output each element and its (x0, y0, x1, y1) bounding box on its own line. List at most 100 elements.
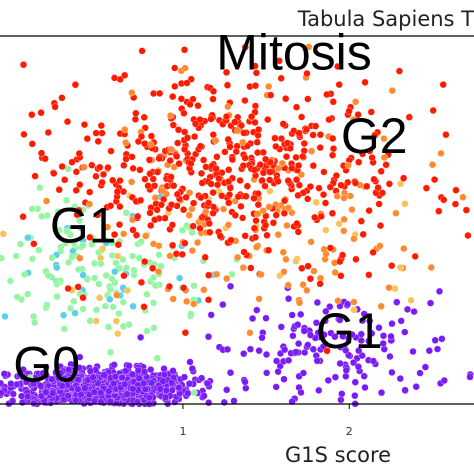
data-point (338, 390, 346, 398)
data-point (92, 129, 100, 137)
data-point (252, 243, 261, 251)
data-point (166, 252, 174, 260)
data-point (149, 273, 158, 281)
data-point (388, 368, 396, 376)
data-point (114, 252, 122, 260)
data-point (241, 232, 249, 240)
data-point (376, 242, 384, 250)
data-point (329, 98, 337, 106)
data-point (170, 182, 178, 190)
data-point (113, 188, 121, 196)
data-point (95, 280, 103, 288)
data-point (336, 316, 344, 324)
data-point (86, 188, 94, 196)
data-point (28, 140, 36, 148)
data-point (241, 43, 249, 51)
data-point (294, 191, 302, 199)
data-point (355, 158, 363, 166)
data-point (365, 271, 373, 279)
data-point (308, 147, 316, 155)
data-point (170, 163, 178, 171)
data-point (140, 303, 148, 311)
data-point (151, 194, 159, 202)
data-point (19, 61, 28, 69)
data-point (401, 200, 409, 208)
data-point (346, 192, 354, 200)
data-point (304, 195, 312, 203)
data-point (105, 387, 113, 395)
data-point (249, 314, 257, 323)
data-point (205, 399, 213, 407)
data-point (191, 133, 199, 141)
data-point (110, 231, 119, 239)
data-point (401, 328, 409, 336)
data-point (251, 82, 259, 90)
data-point (103, 223, 112, 231)
data-point (274, 177, 282, 185)
data-point (337, 396, 345, 404)
data-point (377, 389, 386, 397)
data-point (57, 369, 65, 377)
data-point (212, 165, 220, 173)
data-point (331, 373, 339, 381)
data-point (223, 81, 232, 89)
data-point (264, 116, 272, 124)
data-point (388, 320, 396, 328)
data-point (288, 398, 296, 406)
data-point (209, 203, 218, 211)
data-point (52, 277, 60, 285)
data-point (131, 115, 139, 123)
data-point (28, 255, 36, 263)
data-point (31, 318, 39, 327)
data-point (142, 232, 150, 240)
data-point (236, 176, 244, 185)
data-point (31, 172, 39, 180)
data-point (79, 305, 87, 313)
data-point (250, 194, 258, 202)
data-point (66, 304, 74, 312)
data-point (186, 100, 194, 108)
data-point (299, 369, 307, 377)
data-point (187, 310, 195, 318)
data-point (155, 251, 163, 259)
data-point (360, 372, 368, 380)
data-point (252, 69, 260, 77)
data-point (62, 196, 71, 204)
data-point (137, 278, 145, 286)
data-point (222, 113, 231, 121)
data-point (150, 324, 158, 332)
data-point (76, 181, 84, 189)
data-point (143, 290, 151, 298)
data-point (409, 347, 417, 356)
data-point (223, 345, 232, 353)
data-point (181, 239, 189, 247)
data-point (75, 149, 83, 158)
data-point (380, 153, 388, 162)
data-point (251, 233, 259, 241)
data-point (181, 64, 189, 72)
data-point (188, 247, 196, 255)
data-point (331, 333, 339, 341)
data-point (81, 384, 89, 392)
data-point (128, 178, 136, 186)
data-point (137, 333, 145, 341)
data-point (220, 398, 228, 406)
data-point (106, 397, 114, 406)
data-point (288, 164, 296, 172)
data-point (167, 173, 175, 181)
data-point (122, 139, 130, 147)
data-point (44, 271, 52, 280)
data-point (391, 285, 399, 293)
data-point (431, 176, 439, 184)
data-point (289, 332, 297, 340)
data-point (0, 254, 5, 262)
data-point (161, 214, 169, 222)
data-point (186, 358, 194, 366)
data-point (198, 179, 206, 187)
data-point (251, 102, 259, 110)
data-point (70, 239, 78, 247)
data-point (135, 254, 143, 262)
phase-label: G1 (50, 197, 117, 253)
data-point (53, 293, 61, 301)
data-point (209, 95, 217, 103)
